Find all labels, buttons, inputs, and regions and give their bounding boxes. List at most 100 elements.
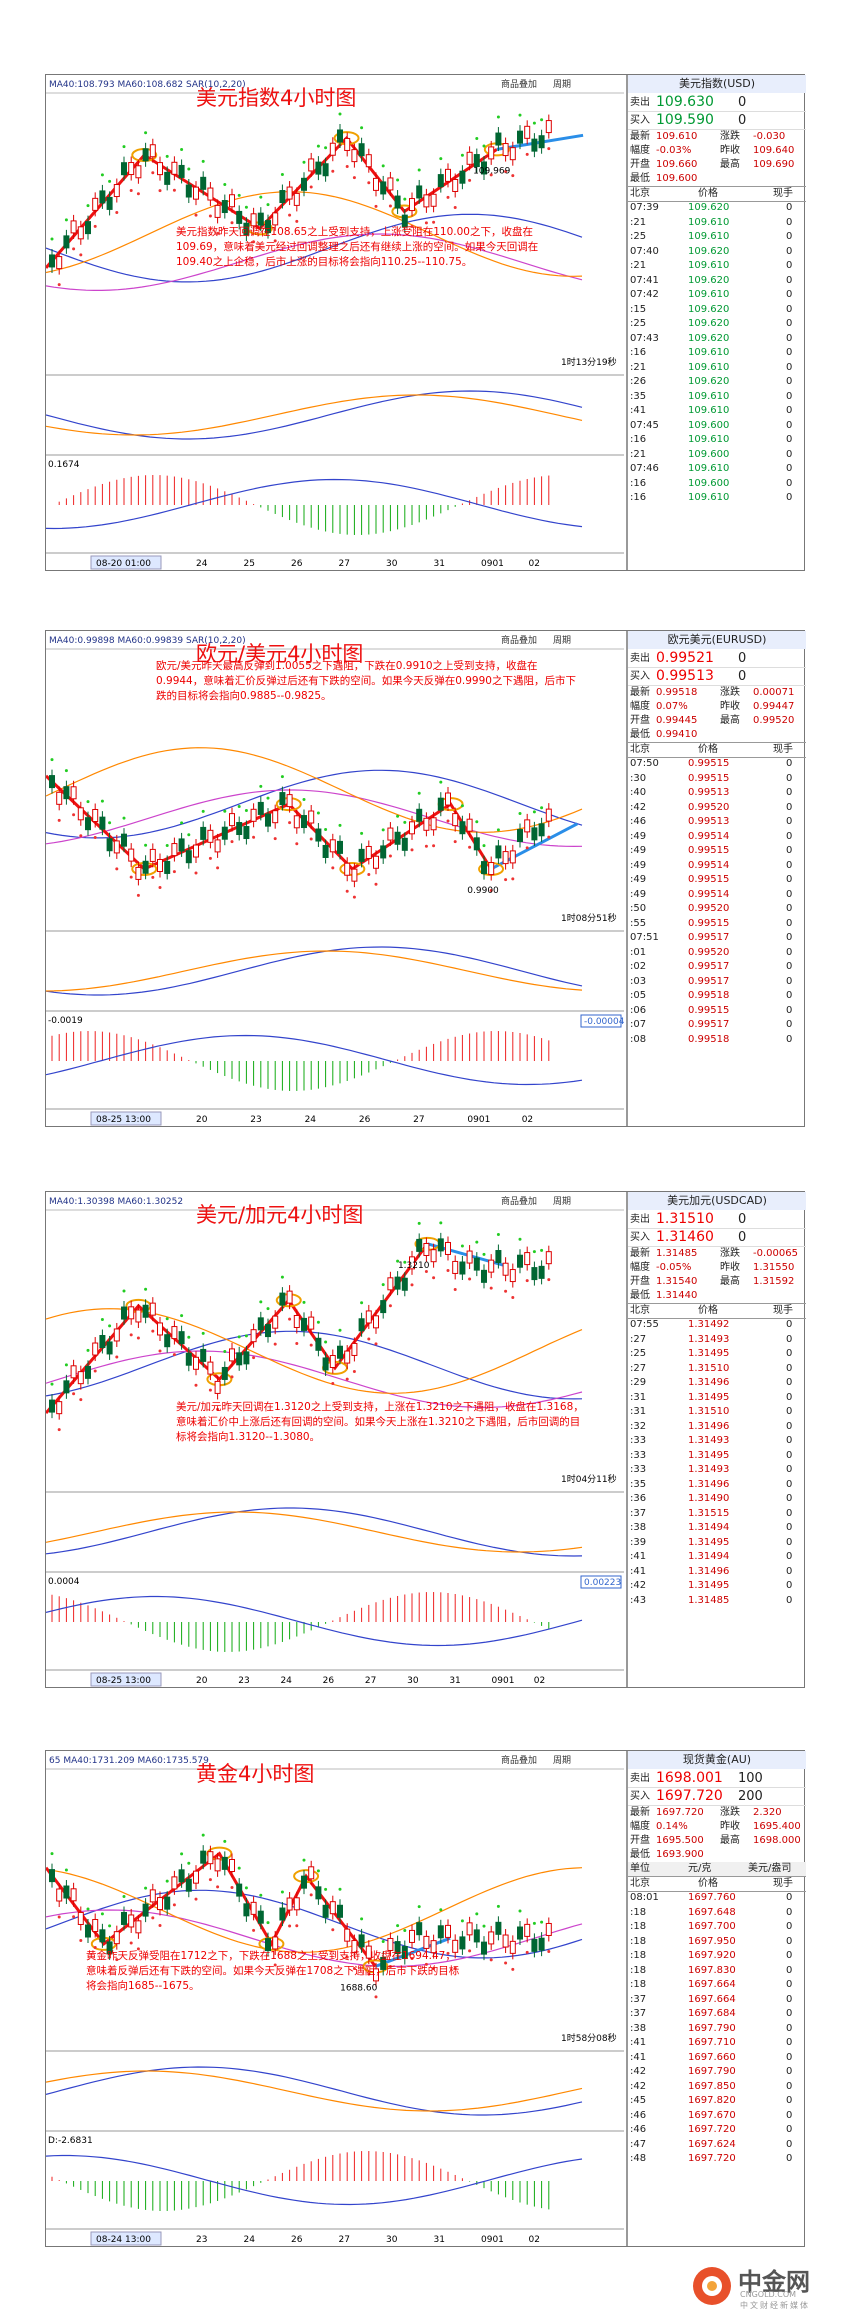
sar-dot — [496, 1904, 500, 1908]
candle-body — [308, 810, 315, 824]
candle-body — [221, 826, 228, 840]
annotation: 欧元/美元昨天最高反弹到1.0055之下遇阻，下跌在0.9910之上受到支持，收… — [156, 660, 576, 702]
tick-header-cell: 北京 — [630, 744, 650, 755]
candle-body — [509, 1940, 516, 1954]
quote-row: 开盘 1.31540 最高 1.31592 — [628, 1275, 806, 1289]
candle-body — [149, 1302, 156, 1316]
tick-volume: 0 — [786, 2124, 793, 2135]
sar-dot — [345, 1955, 349, 1959]
sar-dot — [367, 872, 371, 876]
tick-row: :15 109.620 0 — [628, 303, 806, 318]
tick-row: :49 0.99515 0 — [628, 873, 806, 888]
sar-dot — [511, 1967, 515, 1971]
quote-label: 最高 — [720, 1835, 740, 1846]
sar-dot — [244, 205, 248, 209]
quote-label: 买入 — [630, 671, 650, 682]
candle-body — [229, 194, 235, 208]
unit-cell: 单位 — [630, 1863, 650, 1874]
tick-time: :45 — [630, 2095, 647, 2106]
cursor-date: 08-25 13:00 — [96, 1676, 151, 1686]
chart-panel: 65 MA40:1731.209 MA60:1735.579 商品叠加 周期 黄金4小… — [45, 1750, 806, 2247]
tick-volume: 0 — [786, 1551, 793, 1562]
tick-row: :40 0.99513 0 — [628, 786, 806, 801]
tick-header: 北京 价格 现手 — [628, 186, 806, 202]
sar-dot — [244, 1886, 248, 1890]
tick-price: 0.99520 — [688, 903, 730, 914]
sar-dot — [367, 1337, 371, 1341]
quote-value: 1.31540 — [656, 1276, 698, 1287]
sar-dot — [468, 178, 472, 182]
candle-body — [214, 1858, 221, 1872]
sar-dot — [259, 1893, 263, 1897]
sar-dot — [223, 1349, 227, 1353]
tick-time: :42 — [630, 1580, 647, 1591]
tick-time: :31 — [630, 1391, 647, 1403]
marker — [258, 1936, 285, 1951]
tick-time: :41 — [630, 1551, 647, 1562]
quote-label: 开盘 — [630, 715, 650, 726]
sar-dot — [439, 780, 443, 784]
candle-body — [517, 1254, 523, 1268]
candle-body — [286, 1897, 293, 1911]
candle-body — [185, 1878, 192, 1892]
x-label: 30 — [386, 2235, 398, 2245]
candle-body — [416, 185, 423, 199]
candle-body — [149, 1889, 156, 1903]
sar-dot — [122, 1894, 126, 1898]
tick-row: :43 1.31485 0 — [628, 1594, 806, 1609]
sar-dot — [100, 1912, 104, 1916]
candle-body — [77, 1371, 84, 1385]
quote-value: 1.31550 — [753, 1262, 795, 1273]
tick-time: :35 — [630, 390, 647, 402]
tick-time: :36 — [630, 1493, 647, 1504]
candle-body — [229, 1348, 235, 1362]
indicator-line — [46, 1889, 583, 1959]
tick-row: :21 109.610 0 — [628, 259, 806, 274]
tick-time: 07:46 — [630, 463, 659, 474]
tick-time: :42 — [630, 2066, 647, 2077]
candle-body — [545, 808, 552, 822]
candle-body — [157, 858, 163, 872]
tick-price: 1697.850 — [688, 2080, 736, 2092]
candle-body — [56, 256, 63, 270]
tick-row: 07:42 109.610 0 — [628, 288, 806, 303]
tick-price: 1.31490 — [688, 1493, 730, 1504]
sar-dot — [417, 791, 421, 795]
candle-body — [351, 149, 358, 163]
sar-dot — [439, 157, 443, 161]
sar-dot — [381, 1283, 385, 1287]
toolbar-button: 商品叠加 — [501, 634, 537, 646]
tick-volume: 0 — [786, 1536, 793, 1548]
sar-dot — [266, 1921, 270, 1925]
tick-time: 07:42 — [630, 289, 659, 300]
tick-row: :41 1.31494 0 — [628, 1550, 806, 1565]
candle-body — [437, 1925, 444, 1939]
tick-price: 1.31494 — [688, 1522, 730, 1533]
candle-body — [85, 1924, 91, 1938]
sar-dot — [396, 814, 400, 818]
candle-body — [495, 1921, 502, 1935]
tick-header: 北京 价格 现手 — [628, 1303, 806, 1319]
indicator-line — [46, 747, 583, 833]
tick-volume: 0 — [786, 1406, 793, 1417]
tick-time: :41 — [630, 405, 647, 416]
sar-dot — [64, 218, 68, 222]
tick-time: :50 — [630, 903, 647, 914]
sar-dot — [288, 1924, 292, 1928]
quote-label: 幅度 — [630, 1821, 650, 1832]
candle-body — [56, 791, 63, 805]
tick-volume: 0 — [786, 946, 793, 958]
tick-row: :31 1.31510 0 — [628, 1405, 806, 1420]
candle-body — [315, 161, 322, 175]
tick-time: :32 — [630, 1420, 647, 1432]
candle-body — [113, 1931, 120, 1945]
tick-volume: 0 — [786, 801, 793, 813]
sar-dot — [518, 113, 522, 117]
tick-row: :48 1697.720 0 — [628, 2152, 806, 2167]
chart-panel: MA40:108.793 MA60:108.682 SAR(10,2,20) 商品… — [45, 74, 806, 571]
sar-dot — [172, 1903, 176, 1907]
sar-dot — [453, 205, 457, 209]
sar-dot — [57, 818, 61, 822]
candle-body — [128, 1306, 135, 1320]
candle-body — [121, 162, 127, 176]
